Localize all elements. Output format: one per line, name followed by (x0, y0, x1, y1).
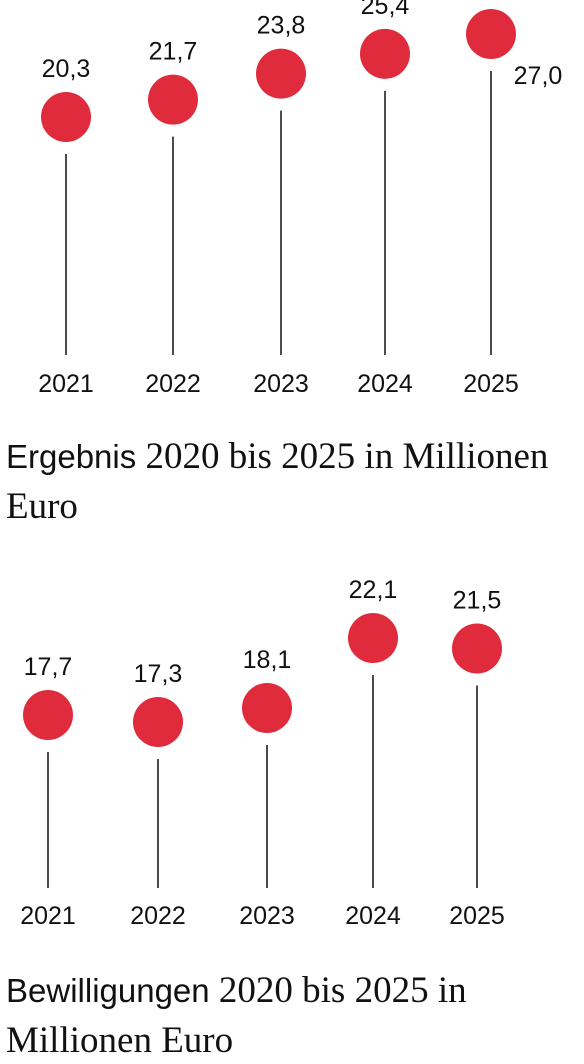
dot (348, 613, 398, 663)
value-label: 17,3 (134, 660, 183, 688)
dot (466, 9, 516, 59)
x-tick-label: 2025 (463, 370, 519, 398)
value-label: 22,1 (349, 576, 398, 604)
x-tick-label: 2022 (145, 370, 201, 398)
x-tick-label: 2025 (449, 902, 505, 930)
dot (41, 92, 91, 142)
chart-title: Bewilligungen (6, 972, 210, 1009)
value-label: 21,7 (149, 38, 198, 66)
value-label: 23,8 (257, 12, 306, 40)
x-tick-label: 2024 (357, 370, 413, 398)
dot (23, 690, 73, 740)
dot (360, 28, 410, 79)
x-tick-label: 2023 (253, 370, 309, 398)
value-label: 27,0 (514, 62, 563, 90)
value-label: 18,1 (243, 646, 292, 674)
dot (242, 683, 292, 733)
dot (148, 74, 198, 125)
value-label: 21,5 (453, 587, 502, 615)
x-tick-label: 2021 (38, 370, 94, 398)
chart-title: Ergebnis (6, 438, 137, 475)
value-label: 25,4 (361, 0, 410, 20)
dot (452, 623, 502, 674)
dot (256, 48, 306, 99)
chart-subtitle: 2020 bis 2025 in Millionen Euro (6, 970, 467, 1061)
caption: Bewilligungen 2020 bis 2025 in Millionen… (6, 966, 576, 1064)
chart-subtitle: 2020 bis 2025 in Millionen Euro (6, 436, 549, 527)
value-label: 20,3 (42, 55, 91, 83)
x-tick-label: 2024 (345, 902, 401, 930)
caption: Ergebnis 2020 bis 2025 in Millionen Euro (6, 432, 576, 532)
x-tick-label: 2023 (239, 902, 295, 930)
value-label: 17,7 (24, 653, 73, 681)
x-tick-label: 2021 (20, 902, 76, 930)
x-tick-label: 2022 (130, 902, 186, 930)
dot (133, 697, 183, 747)
